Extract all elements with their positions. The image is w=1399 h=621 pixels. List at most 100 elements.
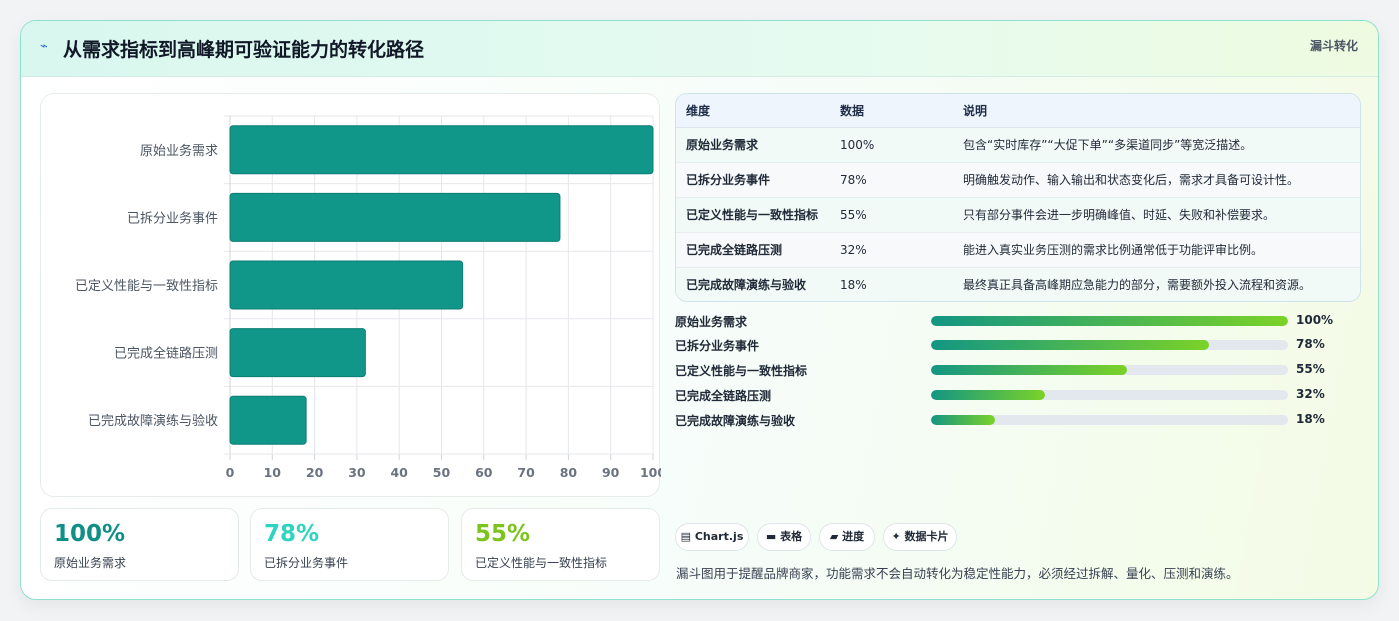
table-icon: ▬ — [765, 530, 777, 543]
table-header-cell: 说明 — [963, 94, 1360, 128]
progress-row: 已完成故障演练与验收 18% — [675, 410, 1355, 430]
table-cell: 55% — [840, 197, 963, 233]
table-cell: 最终真正具备高峰期应急能力的部分，需要额外投入流程和资源。 — [963, 267, 1360, 301]
progress-label: 原始业务需求 — [675, 315, 748, 329]
table-cell: 已完成故障演练与验收 — [676, 267, 840, 301]
sparkle-icon: ✦ — [891, 530, 901, 543]
table-header-row: 维度 数据 说明 — [676, 94, 1360, 128]
progress-value: 18% — [1296, 412, 1325, 426]
bar — [229, 328, 366, 378]
bar — [229, 192, 561, 242]
chart-icon: ▤ — [680, 530, 692, 543]
table-cell: 只有部分事件会进一步明确峰值、时延、失败和补偿要求。 — [963, 197, 1360, 233]
progress-fill — [931, 415, 996, 425]
table-row: 原始业务需求 100% 包含“实时库存”“大促下单”“多渠道同步”等宽泛描述。 — [676, 127, 1360, 163]
kpi-value: 55% — [475, 521, 531, 547]
progress-value: 55% — [1296, 362, 1325, 376]
table-cell: 18% — [840, 267, 963, 301]
table-row: 已完成故障演练与验收 18% 最终真正具备高峰期应急能力的部分，需要额外投入流程… — [676, 267, 1360, 301]
chip-table[interactable]: ▬ 表格 — [757, 523, 811, 551]
kpi-card-2: 78% 已拆分业务事件 — [250, 508, 449, 581]
kpi-card-3: 55% 已定义性能与一致性指标 — [461, 508, 660, 581]
x-tick-label: 70 — [517, 465, 535, 480]
y-tick-label: 已完成全链路压测 — [114, 346, 218, 362]
progress-fill — [931, 365, 1128, 375]
kpi-label: 已拆分业务事件 — [264, 556, 349, 570]
table-cell: 原始业务需求 — [676, 127, 840, 163]
bar — [229, 260, 464, 310]
chip-data-card[interactable]: ✦ 数据卡片 — [883, 523, 957, 551]
table-header-cell: 维度 — [676, 94, 840, 128]
kpi-label: 原始业务需求 — [54, 556, 127, 570]
x-tick-label: 20 — [306, 465, 324, 480]
x-tick-label: 50 — [433, 465, 451, 480]
kpi-value: 78% — [264, 521, 320, 547]
x-tick-label: 40 — [390, 465, 408, 480]
table-cell: 明确触发动作、输入输出和状态变化后，需求才具备可设计性。 — [963, 162, 1360, 198]
progress-value: 32% — [1296, 387, 1325, 401]
progress-fill — [931, 390, 1046, 400]
progress-row: 已拆分业务事件 78% — [675, 335, 1355, 355]
card-title: 从需求指标到高峰期可验证能力的转化路径 — [63, 39, 425, 61]
chip-label: 进度 — [842, 530, 865, 543]
kpi-value: 100% — [54, 521, 126, 547]
bar-chart: 0 10 20 30 40 50 60 70 80 90 100 原始业务需求已拆分业务事件已定义性能… — [75, 115, 661, 480]
chip-label: 数据卡片 — [904, 530, 949, 543]
progress-track — [931, 365, 1288, 375]
progress-icon: ▰ — [829, 530, 839, 543]
table-row: 已拆分业务事件 78% 明确触发动作、输入输出和状态变化后，需求才具备可设计性。 — [676, 162, 1360, 198]
progress-fill — [931, 340, 1210, 350]
progress-label: 已完成全链路压测 — [675, 389, 772, 403]
x-tick-label: 10 — [264, 465, 282, 480]
footnote: 漏斗图用于提醒品牌商家，功能需求不会自动转化为稳定性能力，必须经过拆解、量化、压… — [676, 566, 1239, 581]
chip-progress[interactable]: ▰ 进度 — [819, 523, 875, 551]
chip-label: Chart.js — [694, 530, 744, 543]
table-cell: 能进入真实业务压测的需求比例通常低于功能评审比例。 — [963, 232, 1360, 268]
x-tick-label: 0 — [226, 465, 235, 480]
table-cell: 78% — [840, 162, 963, 198]
funnel-card: ⌁ 从需求指标到高峰期可验证能力的转化路径 漏斗转化 0 10 20 30 40 50 60… — [20, 20, 1379, 600]
progress-label: 已拆分业务事件 — [675, 339, 760, 353]
progress-value: 100% — [1296, 313, 1334, 327]
progress-label: 已完成故障演练与验收 — [675, 414, 796, 428]
table-cell: 32% — [840, 232, 963, 268]
table-cell: 已拆分业务事件 — [676, 162, 840, 198]
progress-track — [931, 316, 1288, 326]
card-tag: 漏斗转化 — [1309, 39, 1358, 53]
progress-label: 已定义性能与一致性指标 — [675, 364, 808, 378]
table-header-cell: 数据 — [840, 94, 963, 128]
y-tick-label: 已定义性能与一致性指标 — [75, 279, 218, 294]
progress-track — [931, 340, 1288, 350]
data-table: 维度 数据 说明 原始业务需求 100% 包含“实时库存”“大促下单”“多渠道同… — [675, 93, 1361, 302]
x-tick-label: 90 — [602, 465, 620, 480]
table-row: 已完成全链路压测 32% 能进入真实业务压测的需求比例通常低于功能评审比例。 — [676, 232, 1360, 268]
progress-track — [931, 390, 1288, 400]
y-tick-label: 原始业务需求 — [140, 143, 218, 159]
kpi-card-1: 100% 原始业务需求 — [40, 508, 239, 581]
chip-label: 表格 — [780, 530, 803, 543]
lightning-icon: ⌁ — [40, 39, 48, 54]
bar — [229, 395, 307, 445]
y-tick-label: 已完成故障演练与验收 — [88, 413, 218, 429]
table-cell: 100% — [840, 127, 963, 163]
progress-fill — [931, 316, 1288, 326]
table-cell: 包含“实时库存”“大促下单”“多渠道同步”等宽泛描述。 — [963, 127, 1360, 163]
y-tick-label: 已拆分业务事件 — [127, 210, 218, 226]
table-cell: 已完成全链路压测 — [676, 232, 840, 268]
chip-chartjs[interactable]: ▤ Chart.js — [675, 523, 749, 551]
card-header: ⌁ 从需求指标到高峰期可验证能力的转化路径 漏斗转化 — [21, 21, 1378, 77]
bar-chart-panel: 0 10 20 30 40 50 60 70 80 90 100 原始业务需求已拆分业务事件已定义性能… — [40, 93, 661, 497]
kpi-label: 已定义性能与一致性指标 — [475, 556, 608, 570]
progress-value: 78% — [1296, 337, 1325, 351]
table-row: 已定义性能与一致性指标 55% 只有部分事件会进一步明确峰值、时延、失败和补偿要… — [676, 197, 1360, 233]
bar — [229, 125, 654, 175]
x-tick-label: 30 — [348, 465, 366, 480]
progress-row: 原始业务需求 100% — [675, 311, 1355, 331]
x-tick-label: 60 — [475, 465, 493, 480]
x-tick-label: 100 — [640, 465, 661, 480]
progress-row: 已定义性能与一致性指标 55% — [675, 360, 1355, 380]
table-cell: 已定义性能与一致性指标 — [676, 197, 840, 233]
progress-row: 已完成全链路压测 32% — [675, 385, 1355, 405]
progress-track — [931, 415, 1288, 425]
x-tick-label: 80 — [560, 465, 578, 480]
